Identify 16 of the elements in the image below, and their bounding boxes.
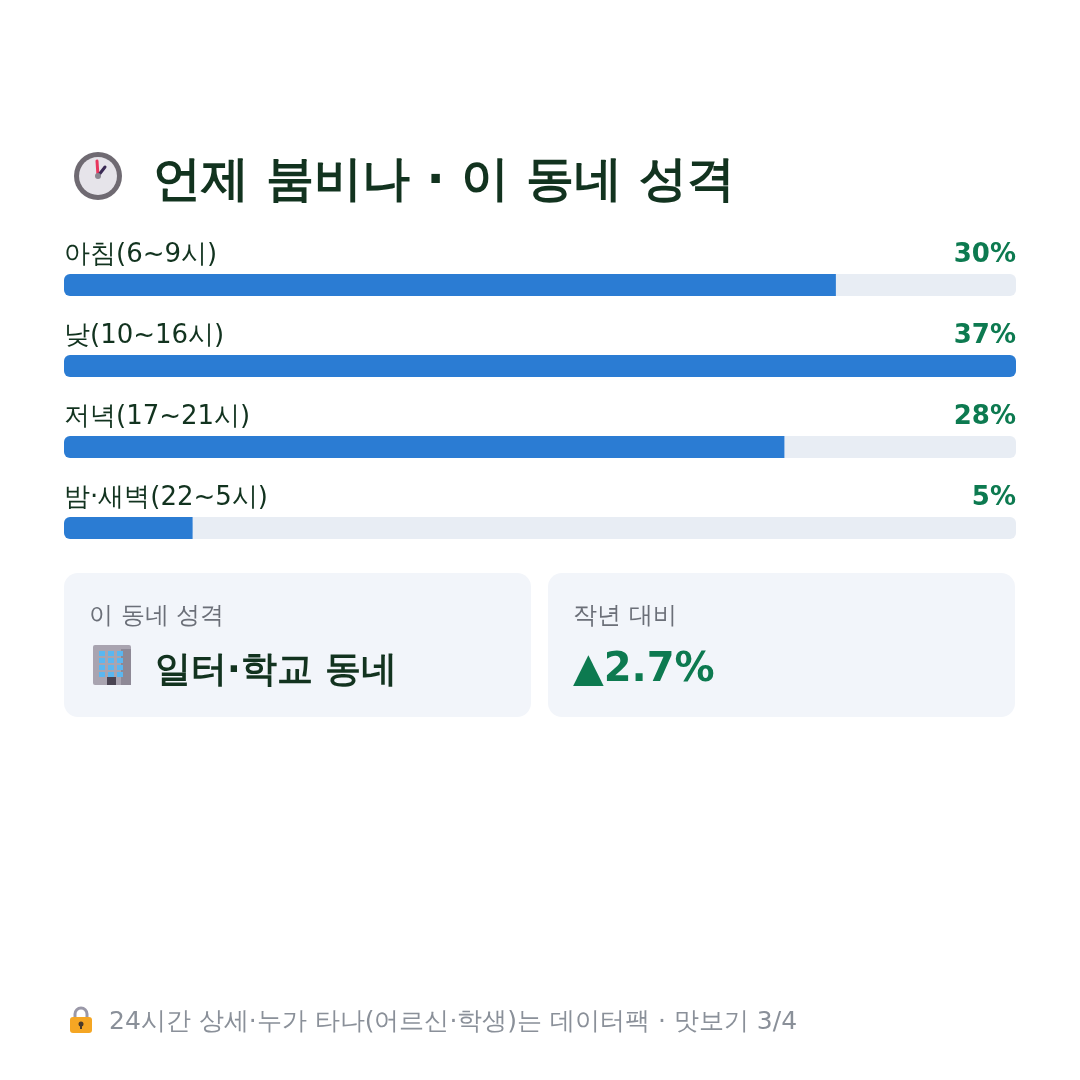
data-label: 30% bbox=[953, 238, 1016, 268]
data-label: 5% bbox=[971, 481, 1016, 511]
data-label: 37% bbox=[953, 319, 1016, 349]
y-tick-label: 밤·새벽(22~5시) bbox=[64, 481, 268, 511]
y-tick-label: 아침(6~9시) bbox=[64, 238, 218, 268]
text: 이 동네 성격 bbox=[89, 601, 225, 629]
data-label: 28% bbox=[953, 400, 1016, 430]
y-tick-label: 저녁(17~21시) bbox=[64, 400, 251, 430]
text: ▲2.7% bbox=[573, 644, 715, 690]
y-tick-label: 낮(10~16시) bbox=[64, 319, 225, 349]
bar bbox=[64, 517, 193, 539]
chart-title: 언제 붐비나 · 이 동네 성격 bbox=[153, 150, 735, 206]
bar bbox=[64, 355, 1016, 377]
text: 24시간 상세·누가 타나(어르신·학생)는 데이터팩 · 맛보기 3/4 bbox=[109, 1006, 798, 1035]
text: 일터·학교 동네 bbox=[155, 648, 398, 689]
text: 작년 대비 bbox=[573, 601, 677, 629]
